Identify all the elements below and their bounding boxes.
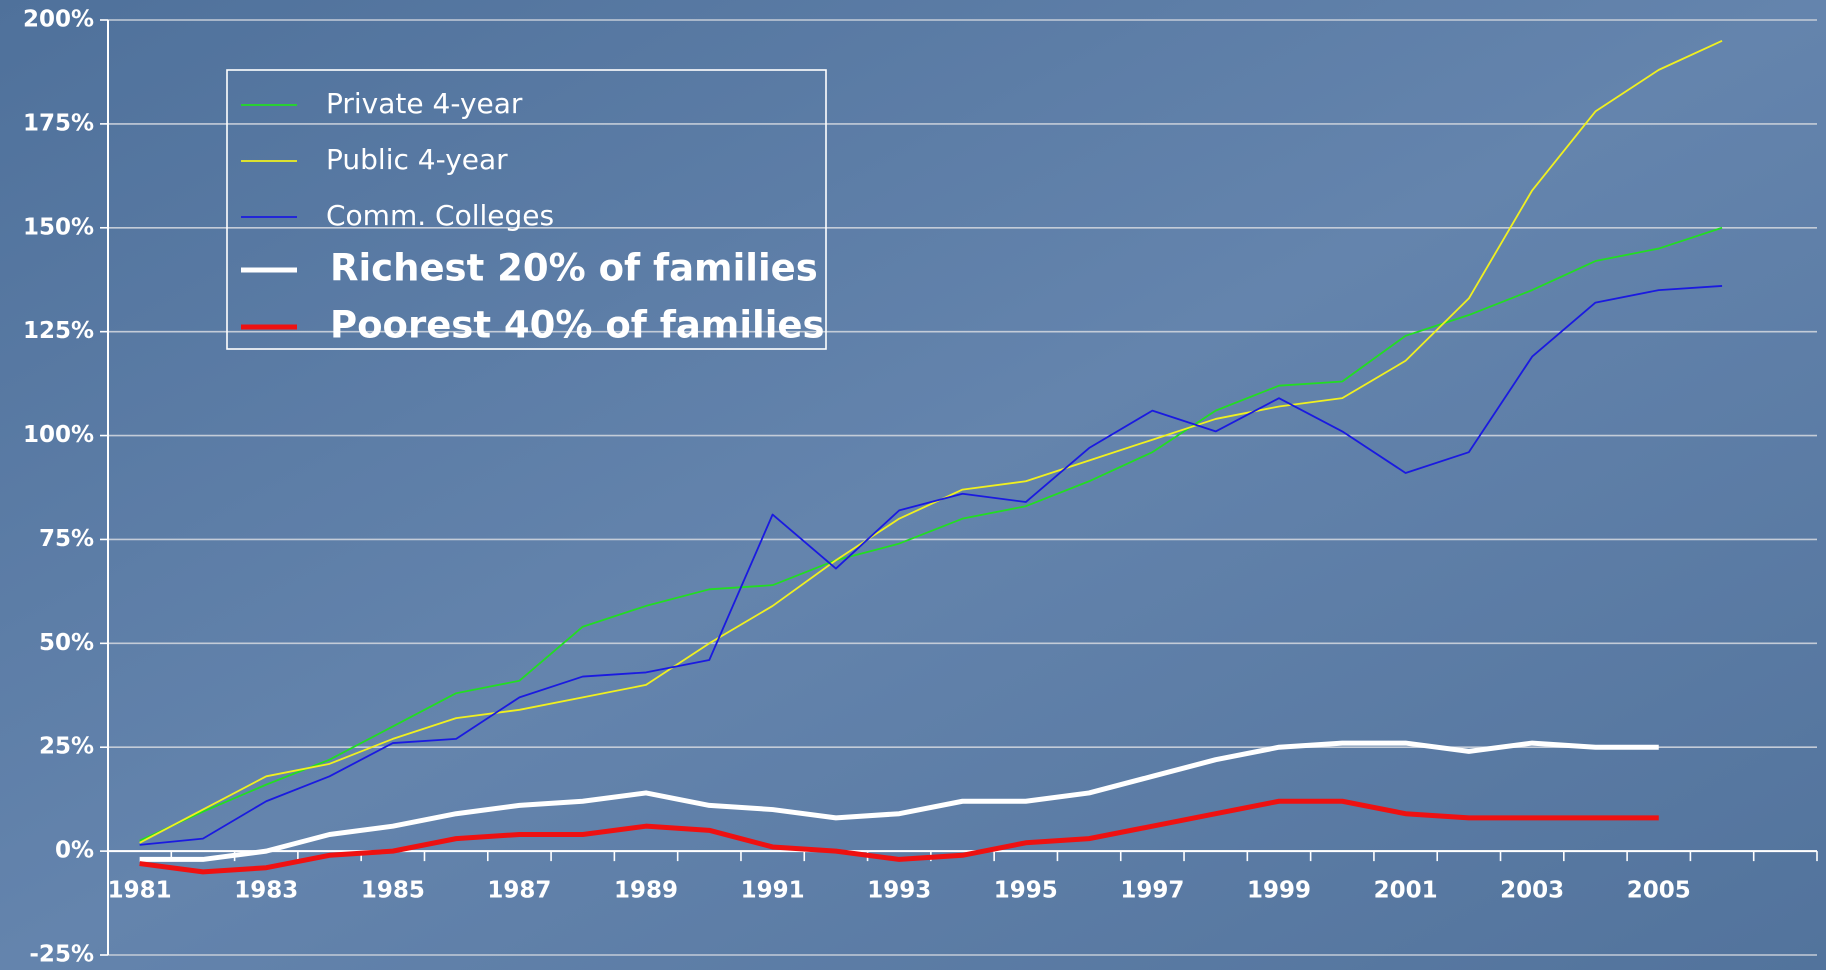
y-tick-label: 50% [39,630,94,656]
x-tick-label: 1997 [1120,878,1184,904]
y-tick-label: 0% [55,838,94,864]
x-tick-label: 1993 [867,878,931,904]
x-tick-label: 1999 [1247,878,1311,904]
y-tick-label: 100% [23,422,94,448]
legend-label: Comm. Colleges [326,199,554,232]
legend-box [226,69,827,350]
legend: Private 4-year Public 4-year Comm. College… [226,69,827,350]
legend-label: Poorest 40% of families [330,304,825,347]
series-line [139,798,1659,875]
y-tick-label: 150% [23,214,94,240]
series-line [139,226,1723,842]
legend-label: Richest 20% of families [330,247,818,290]
series-line [139,740,1659,862]
x-tick-label: 2001 [1374,878,1438,904]
x-tick-label: 1983 [234,878,298,904]
legend-label: Private 4-year [326,87,523,120]
x-tick-label: 2005 [1627,878,1691,904]
x-tick-label: 1987 [487,878,551,904]
series-line [139,285,1723,846]
y-tick-label: 125% [23,318,94,344]
x-tick-label: 2003 [1500,878,1564,904]
x-tick-label: 1995 [994,878,1058,904]
legend-label: Public 4-year [326,143,508,176]
y-tick-label: 75% [39,526,94,552]
lines [139,39,1723,875]
series-line [139,39,1723,844]
x-tick-label: 1985 [361,878,425,904]
y-tick-label: 25% [39,734,94,760]
x-tick-label: 1981 [108,878,172,904]
x-tick-label: 1989 [614,878,678,904]
x-tick-label: 1991 [741,878,805,904]
y-tick-label: -25% [29,942,94,968]
y-tick-label: 200% [23,7,94,33]
y-tick-label: 175% [23,110,94,136]
